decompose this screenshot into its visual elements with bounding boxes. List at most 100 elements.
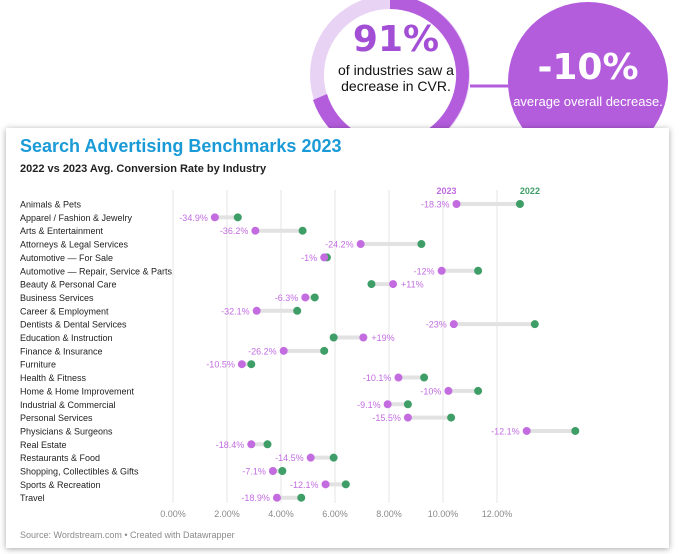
- dot-2023: [279, 346, 288, 355]
- change-label: -12%: [414, 266, 435, 276]
- stat2-text: average overall decrease.: [513, 94, 663, 109]
- x-tick-label: 10.00%: [428, 509, 459, 519]
- dot-2022: [417, 240, 426, 249]
- row-label: Beauty & Personal Care: [20, 280, 117, 290]
- stat1-ring-inner: [324, 9, 456, 141]
- dot-2022: [329, 453, 338, 462]
- dot-2023: [320, 253, 329, 262]
- row-label: Finance & Insurance: [20, 346, 103, 356]
- dot-2022: [474, 386, 483, 395]
- row-label: Shopping, Collectibles & Gifts: [20, 467, 139, 477]
- row-label: Home & Home Improvement: [20, 386, 135, 396]
- dot-2022: [247, 360, 256, 369]
- chart-subtitle: 2022 vs 2023 Avg. Conversion Rate by Ind…: [20, 163, 267, 175]
- row-label: Health & Fitness: [20, 373, 87, 383]
- dot-2022: [571, 426, 580, 435]
- dot-2022: [341, 480, 350, 489]
- change-label: -1%: [301, 253, 317, 263]
- dot-2023: [247, 440, 256, 449]
- change-label: -15.5%: [372, 413, 401, 423]
- dot-2022: [530, 320, 539, 329]
- row-label: Real Estate: [20, 440, 67, 450]
- dot-2023: [383, 400, 392, 409]
- dot-2022: [278, 467, 287, 475]
- change-label: -18.9%: [241, 493, 270, 503]
- row-label: Apparel / Fashion & Jewelry: [20, 213, 133, 223]
- dot-2023: [301, 293, 310, 302]
- dot-2023: [251, 226, 260, 235]
- row-label: Attorneys & Legal Services: [20, 240, 129, 250]
- legend-2023: 2023: [436, 186, 456, 196]
- dot-2022: [420, 373, 429, 382]
- row-label: Personal Services: [20, 413, 93, 423]
- row-label: Education & Instruction: [20, 333, 113, 343]
- x-tick-label: 0.00%: [160, 509, 186, 519]
- dot-2023: [272, 493, 281, 502]
- row-label: Automotive — Repair, Service & Parts: [20, 266, 173, 276]
- dot-2022: [293, 306, 302, 315]
- row-label: Arts & Entertainment: [20, 226, 104, 236]
- dot-2023: [321, 480, 330, 489]
- dot-2023: [359, 333, 368, 342]
- change-label: -7.1%: [242, 467, 266, 477]
- row-label: Dentists & Dental Services: [20, 320, 127, 330]
- dot-2023: [389, 280, 398, 289]
- change-label: -12.1%: [491, 426, 520, 436]
- change-label: -32.1%: [221, 306, 250, 316]
- change-label: -14.5%: [275, 453, 304, 463]
- row-label: Industrial & Commercial: [20, 400, 116, 410]
- row-label: Physicians & Surgeons: [20, 426, 113, 436]
- dot-2023: [306, 453, 315, 462]
- row-label: Furniture: [20, 360, 56, 370]
- change-label: -18.3%: [421, 200, 450, 210]
- dot-2022: [233, 213, 242, 222]
- dot-2023: [394, 373, 403, 382]
- change-label: +19%: [371, 333, 394, 343]
- dot-2023: [522, 426, 531, 435]
- chart-card: 0.00% 2.00% 4.00% 6.00% 8.00% 10.00% 12.00% 202…: [6, 128, 669, 548]
- change-label: -10.5%: [206, 360, 235, 370]
- change-label: -6.3%: [275, 293, 299, 303]
- chart-source: Source: Wordstream.com • Created with Da…: [20, 530, 235, 540]
- dot-2022: [403, 400, 412, 409]
- stat2-callout: -10% average overall decrease.: [512, 48, 664, 110]
- row-label: Sports & Recreation: [20, 480, 101, 490]
- stat2-value: -10%: [537, 47, 639, 88]
- dot-2023: [268, 467, 277, 475]
- row-label: Travel: [20, 493, 45, 503]
- stat1-text: of industries saw a decrease in CVR.: [338, 62, 454, 94]
- x-tick-label: 2.00%: [214, 509, 240, 519]
- dot-2022: [447, 413, 456, 422]
- x-tick-label: 6.00%: [322, 509, 348, 519]
- dot-2023: [237, 360, 246, 369]
- chart-title: Search Advertising Benchmarks 2023: [20, 136, 342, 156]
- dot-2022: [474, 266, 483, 275]
- dot-plot: 0.00% 2.00% 4.00% 6.00% 8.00% 10.00% 12.00% 202…: [20, 186, 580, 519]
- dot-2022: [329, 333, 338, 342]
- row-label: Restaurants & Food: [20, 453, 100, 463]
- row-label: Automotive — For Sale: [20, 253, 113, 263]
- dot-2023: [403, 413, 412, 422]
- dot-2023: [449, 320, 458, 329]
- x-tick-label: 12.00%: [482, 509, 513, 519]
- change-label: -12.1%: [290, 480, 319, 490]
- change-label: -34.9%: [179, 213, 208, 223]
- change-label: -36.2%: [220, 226, 249, 236]
- change-label: -26.2%: [248, 346, 277, 356]
- change-label: +11%: [401, 280, 424, 290]
- stat1-value: 91%: [352, 19, 440, 60]
- dot-2023: [356, 240, 365, 249]
- x-tick-label: 4.00%: [268, 509, 294, 519]
- dot-2022: [297, 493, 306, 502]
- x-tick-label: 8.00%: [376, 509, 402, 519]
- change-label: -18.4%: [216, 440, 245, 450]
- dot-2023: [444, 386, 453, 395]
- dot-2022: [515, 200, 524, 208]
- dot-2022: [310, 293, 319, 302]
- legend-2022: 2022: [520, 186, 540, 196]
- change-label: -10.1%: [363, 373, 392, 383]
- stat1-callout: 91% of industries saw a decrease in CVR.: [316, 19, 476, 95]
- dot-2022: [320, 346, 329, 355]
- change-label: -9.1%: [357, 400, 381, 410]
- change-label: -10%: [420, 386, 441, 396]
